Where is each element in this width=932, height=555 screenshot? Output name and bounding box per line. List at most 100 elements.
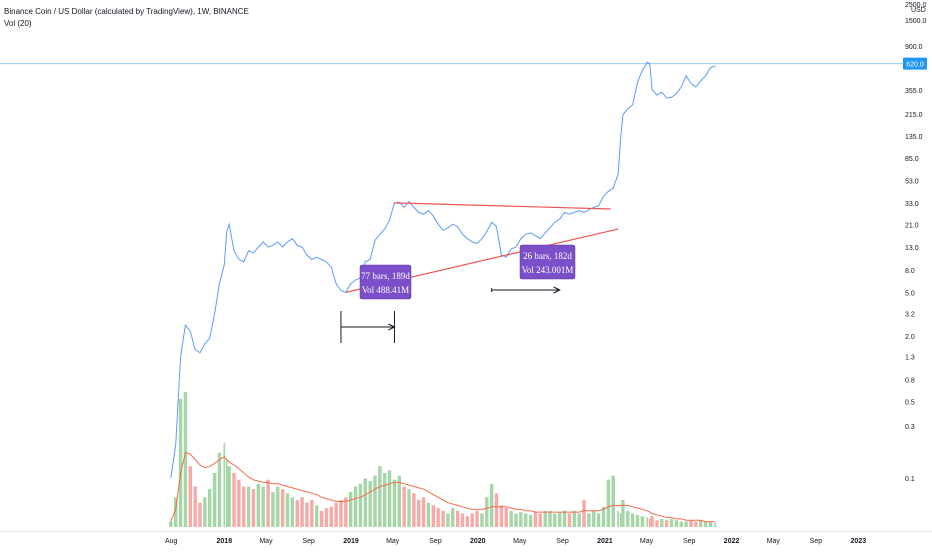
volume-bar <box>246 486 251 527</box>
volume-bar <box>499 505 504 527</box>
volume-bar <box>601 506 606 527</box>
volume-bar <box>193 486 197 527</box>
time-tick-label: 2020 <box>470 538 486 545</box>
volume-bar <box>655 520 659 527</box>
volume-bar <box>475 510 479 527</box>
volume-bar <box>455 510 460 527</box>
time-tick-label: Sep <box>683 538 696 545</box>
volume-bar <box>225 459 228 527</box>
volume-bar <box>417 500 421 527</box>
volume-bar <box>251 489 256 527</box>
volume-bar <box>232 473 236 527</box>
price-tick-label: 8.0 <box>905 268 915 275</box>
volume-bar <box>387 470 392 527</box>
volume-bar <box>674 520 679 527</box>
volume-bar <box>446 513 450 527</box>
price-tick-label: 53.0 <box>905 178 919 185</box>
volume-bar <box>188 466 192 527</box>
volume-bar <box>519 512 523 527</box>
time-tick-label: 2018 <box>217 538 233 545</box>
volume-bar <box>514 513 518 527</box>
volume-bar <box>596 513 601 527</box>
volume-bar <box>592 510 596 527</box>
volume-bar <box>617 510 619 527</box>
volume-bar <box>305 502 309 527</box>
trendline[interactable] <box>394 202 611 210</box>
volume-bar <box>480 513 484 527</box>
price-tick-label: 13.0 <box>905 245 919 252</box>
volume-bar <box>538 513 542 527</box>
volume-bar <box>183 392 188 527</box>
volume-legend[interactable]: Vol (20) <box>4 19 32 28</box>
volume-bar <box>392 479 397 527</box>
volume-bar <box>319 510 324 527</box>
volume-bar <box>358 483 363 527</box>
volume-bar <box>373 475 377 527</box>
volume-bar <box>421 497 426 527</box>
volume-bar <box>646 517 649 527</box>
volume-bar <box>582 500 586 527</box>
volume-bar <box>621 500 625 527</box>
price-tick-label: 1.3 <box>905 354 915 361</box>
time-tick-label: May <box>767 538 781 545</box>
volume-bar <box>344 497 348 527</box>
last-price-tag <box>903 57 927 70</box>
measure-label-box[interactable] <box>359 264 412 300</box>
volume-bar <box>509 510 513 527</box>
volume-bar <box>426 502 431 527</box>
volume-bar <box>300 497 304 527</box>
time-tick-label: May <box>386 538 400 545</box>
volume-bar <box>295 500 299 527</box>
volume-bar <box>684 521 688 527</box>
volume-bar <box>178 398 183 527</box>
price-tick-label: 0.1 <box>905 476 915 483</box>
volume-bar <box>465 516 470 527</box>
volume-bar <box>562 510 567 527</box>
volume-bar <box>689 520 693 527</box>
measure-label-box[interactable] <box>519 244 576 280</box>
volume-bar <box>203 497 207 527</box>
volume-bar <box>523 513 528 527</box>
volume-bar <box>339 500 343 527</box>
volume-bar <box>217 452 222 527</box>
volume-bar <box>276 486 280 527</box>
volume-bar <box>485 497 489 527</box>
volume-bar <box>334 502 338 527</box>
volume-bar <box>237 479 241 527</box>
price-tick-label: 215.0 <box>905 112 923 119</box>
volume-bar <box>619 513 622 527</box>
price-tick-label: 0.8 <box>905 377 915 384</box>
volume-bar <box>169 521 173 527</box>
volume-bar <box>324 508 329 527</box>
volume-bar <box>630 513 635 527</box>
volume-bar <box>558 512 562 527</box>
price-tick-label: 1500.0 <box>905 18 927 25</box>
volume-bar <box>285 493 290 527</box>
volume-bar <box>407 489 411 527</box>
measure-label-volume: Vol 243.001M <box>522 265 574 275</box>
volume-bar <box>650 516 654 527</box>
volume-bar <box>504 508 508 527</box>
symbol-legend[interactable]: Binance Coin / US Dollar (calculated by … <box>4 7 249 16</box>
volume-bar <box>648 518 651 527</box>
price-tick-label: 85.0 <box>905 156 919 163</box>
time-tick-label: 2022 <box>724 538 740 545</box>
price-tick-label: 33.0 <box>905 201 919 208</box>
volume-bar <box>714 522 717 527</box>
time-tick-label: 2021 <box>597 538 613 545</box>
volume-bar <box>412 493 416 527</box>
price-line[interactable] <box>170 61 716 479</box>
volume-bar <box>548 510 552 527</box>
volume-bar <box>708 521 713 527</box>
time-tick-label: Sep <box>302 538 315 545</box>
volume-bar <box>266 479 270 527</box>
volume-bar <box>451 508 455 527</box>
price-tick-label: 5.0 <box>905 290 915 297</box>
measure-label-bars: 77 bars, 189d <box>361 271 410 281</box>
volume-bar <box>567 513 572 527</box>
volume-bar <box>173 497 178 527</box>
time-tick-label: Sep <box>556 538 569 545</box>
volume-bar <box>533 512 538 527</box>
